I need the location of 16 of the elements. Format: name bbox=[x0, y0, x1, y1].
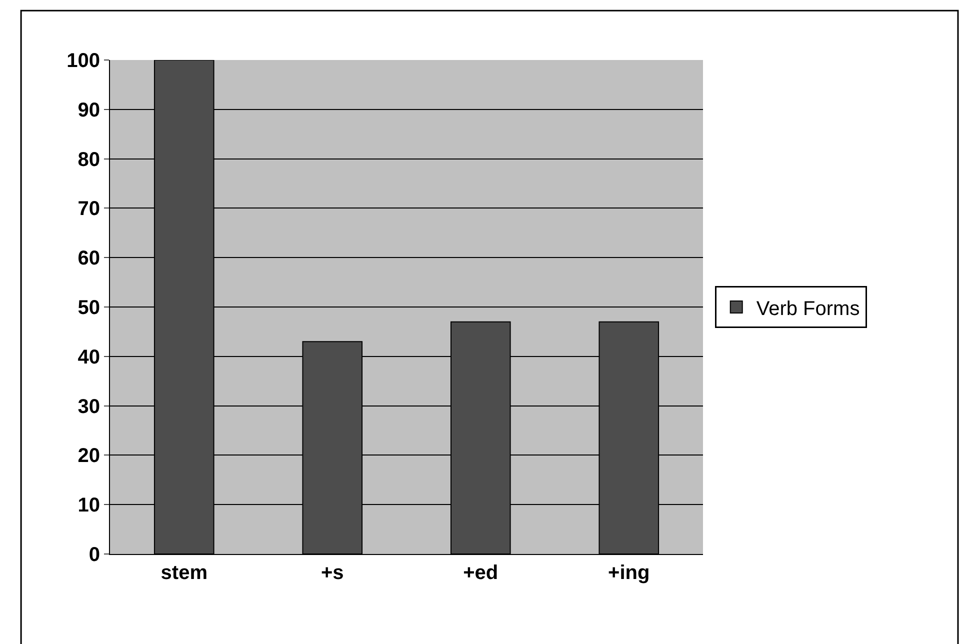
x-tick-label: +ing bbox=[608, 562, 650, 584]
y-tick-label: 10 bbox=[78, 494, 100, 517]
y-tick-label: 30 bbox=[78, 396, 100, 418]
y-tick-label: 0 bbox=[88, 544, 100, 566]
y-tick-label: 50 bbox=[78, 297, 100, 319]
legend-label: Verb Forms bbox=[756, 298, 860, 320]
y-tick-label: 40 bbox=[78, 346, 100, 368]
y-tick-label: 60 bbox=[78, 248, 100, 270]
y-tick-label: 20 bbox=[78, 445, 100, 468]
y-tick-label: 70 bbox=[78, 198, 100, 220]
y-tick-label: 100 bbox=[66, 50, 100, 72]
x-tick-label: stem bbox=[160, 562, 208, 584]
x-tick-label: +ed bbox=[463, 562, 498, 584]
y-tick-label: 90 bbox=[78, 99, 100, 122]
x-tick-label: +s bbox=[320, 562, 344, 584]
y-tick-label: 80 bbox=[78, 148, 100, 171]
